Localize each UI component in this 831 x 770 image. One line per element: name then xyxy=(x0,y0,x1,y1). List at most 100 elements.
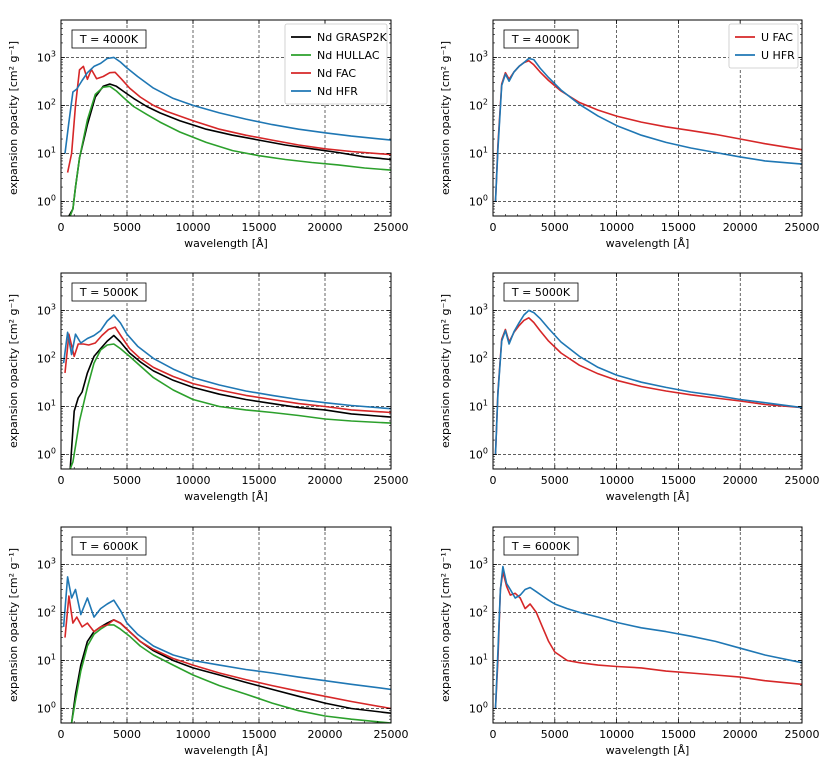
x-tick-label: 10000 xyxy=(176,221,211,234)
x-axis-label: wavelength [Å] xyxy=(184,237,268,250)
annotation-text: T = 4000K xyxy=(511,33,571,46)
panel-nd-5000K: 0 5000 10000 15000 20000 25000 100 101 102 103 wav… xyxy=(7,272,409,503)
temperature-annotation: T = 5000K xyxy=(71,282,147,302)
legend-label: Nd GRASP2K xyxy=(317,31,388,44)
x-tick-label: 20000 xyxy=(308,221,343,234)
x-tick-label: 20000 xyxy=(308,474,343,487)
legend-label: Nd HULLAC xyxy=(317,49,380,62)
x-tick-label: 25000 xyxy=(374,728,409,741)
y-tick-label: 102 xyxy=(469,97,488,112)
legend: U FAC U HFR xyxy=(728,23,799,69)
y-axis-label: expansion opacity [cm² g⁻¹] xyxy=(7,294,20,448)
series-line xyxy=(64,56,391,154)
x-tick-label: 10000 xyxy=(599,728,634,741)
x-tick-label: 15000 xyxy=(661,221,696,234)
x-tick-label: 0 xyxy=(58,474,65,487)
y-tick-label: 103 xyxy=(37,49,56,64)
temperature-annotation: T = 6000K xyxy=(71,536,147,556)
y-tick-label: 102 xyxy=(37,97,56,112)
series-group xyxy=(494,57,802,202)
axes-frame xyxy=(60,19,392,217)
y-tick-label: 103 xyxy=(37,556,56,571)
x-tick-label: 0 xyxy=(490,474,497,487)
series-line xyxy=(70,619,391,723)
y-tick-label: 100 xyxy=(37,447,56,462)
x-tick-label: 15000 xyxy=(661,728,696,741)
series-line xyxy=(70,624,391,723)
y-axis-label: expansion opacity [cm² g⁻¹] xyxy=(439,548,452,702)
x-tick-label: 25000 xyxy=(785,221,820,234)
series-line xyxy=(69,343,391,469)
y-tick-label: 103 xyxy=(469,556,488,571)
series-line xyxy=(494,565,802,709)
temperature-annotation: T = 4000K xyxy=(71,29,147,49)
axes-frame xyxy=(492,19,803,217)
annotation-box xyxy=(503,29,579,49)
annotation-box xyxy=(503,536,579,556)
x-tick-label: 15000 xyxy=(242,728,277,741)
y-tick-label: 102 xyxy=(37,604,56,619)
annotation-box xyxy=(71,29,147,49)
legend: Nd GRASP2K Nd HULLAC Nd FAC Nd HFR xyxy=(284,23,388,105)
x-tick-label: 10000 xyxy=(599,474,634,487)
x-tick-label: 5000 xyxy=(113,221,141,234)
y-tick-label: 101 xyxy=(469,145,488,160)
axes-frame xyxy=(492,526,803,724)
x-axis-label: wavelength [Å] xyxy=(606,744,690,757)
y-axis-label: expansion opacity [cm² g⁻¹] xyxy=(439,41,452,195)
axes-frame xyxy=(60,272,392,470)
x-tick-label: 25000 xyxy=(374,221,409,234)
y-tick-label: 101 xyxy=(37,652,56,667)
x-tick-label: 5000 xyxy=(113,474,141,487)
series-group xyxy=(62,576,391,723)
panel-nd-6000K: 0 5000 10000 15000 20000 25000 100 101 102 103 wav… xyxy=(7,526,409,757)
series-line xyxy=(66,65,391,173)
x-tick-label: 10000 xyxy=(599,221,634,234)
temperature-annotation: T = 6000K xyxy=(503,536,579,556)
y-tick-label: 102 xyxy=(37,350,56,365)
x-tick-label: 20000 xyxy=(723,474,758,487)
y-tick-label: 101 xyxy=(469,652,488,667)
legend-label: Nd FAC xyxy=(317,67,356,80)
series-line xyxy=(62,314,391,410)
panel-u-4000K: 0 5000 10000 15000 20000 25000 100 101 102 103 wav… xyxy=(439,19,820,250)
annotation-text: T = 5000K xyxy=(79,286,139,299)
x-tick-label: 5000 xyxy=(113,728,141,741)
x-axis-label: wavelength [Å] xyxy=(184,490,268,503)
annotation-text: T = 6000K xyxy=(511,540,571,553)
y-axis-label: expansion opacity [cm² g⁻¹] xyxy=(7,548,20,702)
legend-label: U HFR xyxy=(761,49,795,62)
y-tick-label: 102 xyxy=(469,604,488,619)
x-tick-label: 5000 xyxy=(541,221,569,234)
y-tick-label: 100 xyxy=(37,701,56,716)
x-tick-label: 20000 xyxy=(723,221,758,234)
y-tick-label: 102 xyxy=(469,350,488,365)
x-tick-label: 5000 xyxy=(541,474,569,487)
x-tick-label: 15000 xyxy=(242,474,277,487)
legend-box xyxy=(284,23,388,105)
x-tick-label: 25000 xyxy=(374,474,409,487)
y-axis-label: expansion opacity [cm² g⁻¹] xyxy=(7,41,20,195)
annotation-box xyxy=(71,536,147,556)
x-tick-label: 10000 xyxy=(176,474,211,487)
y-tick-label: 101 xyxy=(37,145,56,160)
series-line xyxy=(69,85,391,216)
panel-u-5000K: 0 5000 10000 15000 20000 25000 100 101 102 103 wav… xyxy=(439,272,820,503)
x-tick-label: 5000 xyxy=(541,728,569,741)
series-line xyxy=(64,326,391,414)
y-tick-label: 100 xyxy=(469,194,488,209)
x-tick-label: 0 xyxy=(58,728,65,741)
legend-label: U FAC xyxy=(761,31,793,44)
series-line xyxy=(62,576,391,691)
y-tick-label: 101 xyxy=(469,398,488,413)
x-tick-label: 10000 xyxy=(176,728,211,741)
series-group xyxy=(64,56,391,216)
series-line xyxy=(69,334,391,469)
y-tick-label: 103 xyxy=(469,302,488,317)
annotation-text: T = 4000K xyxy=(79,33,139,46)
legend-label: Nd HFR xyxy=(317,85,358,98)
y-tick-label: 101 xyxy=(37,398,56,413)
y-axis-label: expansion opacity [cm² g⁻¹] xyxy=(439,294,452,448)
series-line xyxy=(494,317,802,455)
